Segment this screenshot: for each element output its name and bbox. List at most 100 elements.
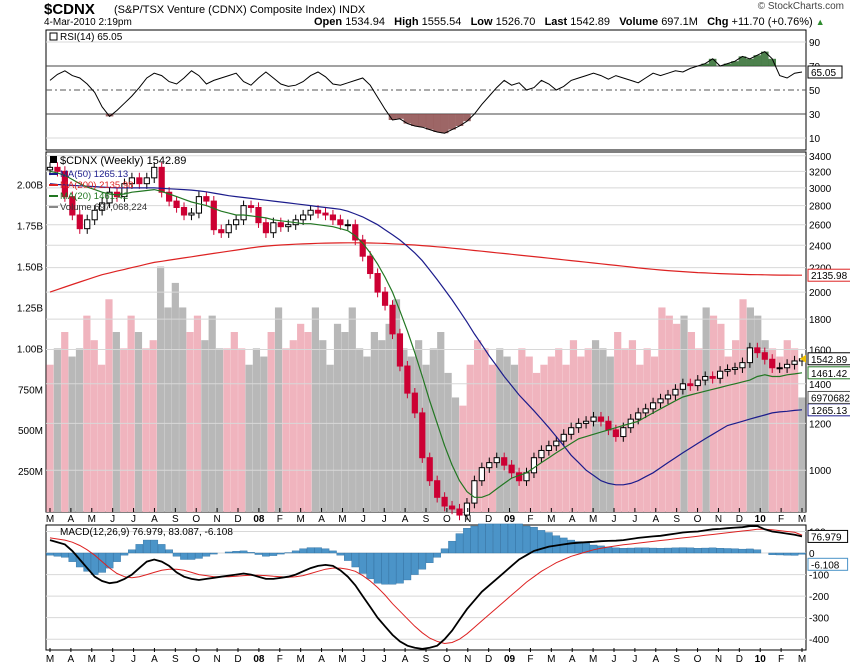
x-tick-label: J (632, 654, 637, 665)
candle-body (210, 200, 217, 231)
x-tick-label: 09 (504, 514, 516, 525)
ma200-line (49, 242, 802, 293)
volume-bar (171, 282, 179, 512)
price-tick-label: 2600 (809, 221, 832, 232)
price-tick-label: 2400 (809, 241, 832, 252)
x-tick-label: M (338, 654, 346, 665)
rsi-oversold-fill (105, 114, 114, 117)
macd-histogram-bar (693, 548, 702, 554)
x-tick-label: N (213, 654, 220, 665)
macd-histogram-bar (61, 552, 69, 558)
macd-histogram-bar (172, 552, 181, 557)
volume-bar (695, 348, 703, 512)
macd-histogram-bar (679, 547, 687, 554)
macd-histogram-bar (492, 523, 501, 554)
source-credit[interactable]: © StockCharts.com (757, 1, 844, 12)
x-tick-label: F (778, 514, 784, 525)
volume-bar (591, 340, 600, 512)
candle-body (731, 367, 739, 370)
volume-bar (274, 307, 283, 512)
x-tick-label: J (110, 654, 115, 665)
x-tick-label: S (172, 514, 179, 525)
candle-body (329, 214, 337, 221)
x-tick-label: M (589, 514, 597, 525)
x-tick-label: F (527, 514, 533, 525)
candle-body (791, 360, 798, 365)
candle-body (657, 398, 664, 404)
chg-label: Chg (707, 16, 729, 28)
candle-body (91, 209, 98, 221)
macd-histogram-bar (686, 547, 695, 554)
macd-histogram-bar (597, 545, 605, 554)
macd-histogram-bar (239, 550, 248, 554)
volume-bar (680, 315, 688, 512)
volume-bar (599, 348, 607, 512)
macd-histogram-bar (440, 548, 449, 554)
volume-bar (252, 348, 261, 512)
x-tick-label: S (423, 654, 430, 665)
macd-histogram-bar (664, 547, 672, 554)
price-tick-label: 3000 (809, 184, 832, 195)
macd-histogram-bar (150, 539, 159, 554)
volume-bar (532, 372, 541, 512)
macd-histogram-bar (299, 548, 307, 554)
candle-body (255, 206, 262, 224)
rsi-overbought-fill (768, 58, 777, 66)
macd-histogram-bar (567, 539, 575, 554)
x-tick-label: O (192, 514, 200, 525)
volume-bar (83, 315, 91, 512)
x-axis-bottom: M A M J J A S O N D 08 F M A M J J A S O N D 09 F M A M J J A S O N D 10 F M (46, 648, 806, 665)
candle-body (687, 383, 694, 387)
macd-histogram-bar (321, 548, 330, 554)
macd-histogram-bar (582, 543, 590, 554)
macd-histogram-bar (574, 541, 583, 554)
macd-histogram-bar (798, 552, 806, 555)
volume-bar (555, 348, 563, 512)
macd-histogram-bar (157, 544, 166, 554)
rsi-legend-swatch (49, 32, 58, 41)
volume-bar (370, 332, 378, 512)
volume-label: Volume (619, 16, 659, 28)
macd-histogram-bar (90, 552, 99, 575)
macd-histogram-bar (373, 552, 382, 584)
candle-body (702, 376, 709, 381)
rsi-oversold-fill (396, 114, 404, 119)
candle-body (679, 383, 686, 390)
macd-histogram-bar (746, 548, 754, 554)
rsi-oversold-fill (425, 114, 434, 130)
macd-histogram-bar (98, 552, 106, 573)
volume-bar (547, 356, 555, 512)
ma20-line (49, 170, 803, 498)
x-tick-label: S (423, 514, 430, 525)
volume-tick-label: 750M (18, 385, 43, 396)
candle-body (151, 166, 158, 179)
volume-bar (230, 332, 238, 512)
price-tick-label: 3200 (809, 167, 832, 178)
volume-bar (754, 315, 762, 512)
volume-bar (356, 348, 364, 512)
x-tick-label: F (277, 514, 283, 525)
chart-header: $CDNX (S&P/TSX Venture (CDNX) Composite … (0, 0, 850, 30)
legend-entry: MA(200) 2135.98 (60, 180, 133, 191)
low-label: Low (470, 16, 493, 28)
candle-body (374, 273, 381, 293)
volume-tick-label: 1.00B (17, 344, 43, 355)
macd-histogram-bar (113, 552, 121, 562)
macd-histogram-bar (545, 532, 553, 554)
macd-histogram-bar (671, 547, 680, 554)
candle-body (582, 420, 590, 424)
chg-value: +11.70 (+0.76%) (731, 16, 813, 28)
volume-bar (709, 315, 718, 512)
volume-bar (363, 356, 371, 512)
up-arrow-icon: ▲ (815, 17, 825, 27)
volume-bar (540, 364, 548, 512)
macd-histogram-bar (165, 549, 173, 554)
macd-histogram-bar (619, 548, 628, 554)
volume-bar (717, 323, 725, 512)
volume-bar (90, 340, 98, 512)
macd-histogram-bar (507, 523, 516, 554)
volume-bar (193, 315, 202, 512)
volume-bar (798, 397, 806, 512)
candle-body (605, 420, 612, 431)
